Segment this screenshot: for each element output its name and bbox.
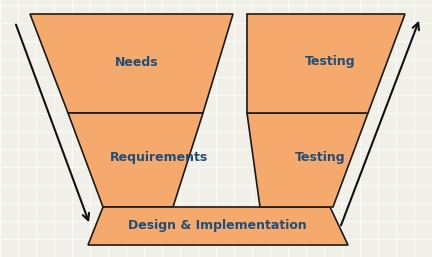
Polygon shape	[247, 14, 405, 113]
Polygon shape	[88, 207, 348, 245]
Text: Requirements: Requirements	[110, 151, 208, 163]
Polygon shape	[68, 113, 203, 207]
Polygon shape	[30, 14, 233, 113]
Polygon shape	[247, 113, 368, 207]
Text: Testing: Testing	[295, 151, 346, 163]
Text: Needs: Needs	[115, 56, 159, 69]
Text: Design & Implementation: Design & Implementation	[127, 219, 306, 233]
Text: Testing: Testing	[305, 56, 356, 69]
